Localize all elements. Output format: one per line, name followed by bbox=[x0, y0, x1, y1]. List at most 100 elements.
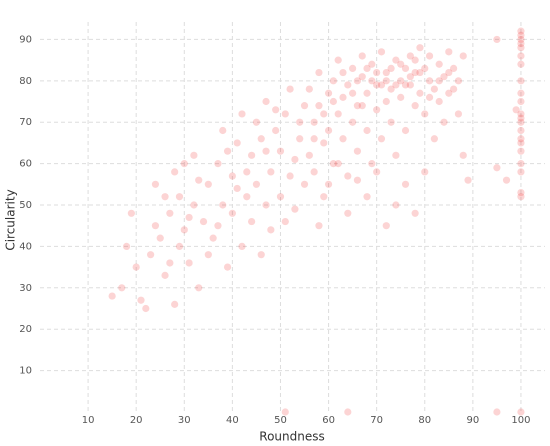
point bbox=[166, 259, 174, 267]
point bbox=[406, 81, 414, 89]
point bbox=[425, 77, 434, 85]
point bbox=[401, 81, 410, 89]
point bbox=[190, 201, 198, 209]
point bbox=[305, 85, 313, 93]
point bbox=[397, 77, 405, 85]
x-tick-label: 50 bbox=[274, 415, 287, 426]
point bbox=[257, 135, 265, 143]
point bbox=[243, 168, 251, 176]
point bbox=[387, 64, 395, 72]
point bbox=[180, 226, 188, 234]
point bbox=[459, 151, 467, 159]
point bbox=[214, 160, 222, 168]
point bbox=[286, 85, 294, 93]
y-axis-title: Circularity bbox=[4, 189, 18, 250]
point bbox=[315, 68, 323, 77]
point bbox=[344, 81, 352, 89]
y-tick-label: 10 bbox=[19, 366, 32, 377]
point bbox=[517, 193, 525, 201]
point bbox=[252, 118, 261, 126]
point bbox=[291, 205, 299, 213]
point bbox=[382, 97, 390, 106]
point bbox=[445, 89, 453, 97]
point bbox=[147, 251, 155, 259]
point bbox=[517, 139, 525, 147]
point bbox=[171, 168, 179, 176]
x-tick-label: 100 bbox=[511, 415, 530, 426]
point bbox=[401, 180, 410, 188]
point bbox=[334, 110, 342, 118]
point bbox=[416, 89, 424, 97]
x-tick-label: 60 bbox=[322, 415, 335, 426]
y-tick-label: 40 bbox=[19, 241, 32, 252]
point bbox=[118, 284, 126, 292]
point bbox=[450, 85, 458, 93]
point bbox=[392, 56, 400, 64]
point bbox=[267, 226, 275, 234]
point bbox=[324, 126, 333, 135]
point bbox=[358, 102, 366, 110]
point bbox=[363, 89, 371, 97]
point bbox=[517, 408, 525, 416]
point bbox=[190, 151, 198, 159]
point bbox=[406, 73, 414, 81]
point bbox=[373, 81, 381, 89]
point bbox=[281, 217, 289, 226]
point bbox=[195, 284, 203, 292]
y-tick-label: 50 bbox=[19, 200, 32, 211]
point bbox=[517, 77, 525, 85]
point bbox=[329, 77, 337, 85]
point bbox=[166, 209, 174, 217]
point bbox=[339, 93, 347, 101]
point bbox=[238, 110, 246, 118]
point bbox=[493, 164, 501, 172]
point bbox=[392, 151, 400, 159]
point bbox=[517, 31, 525, 39]
point bbox=[445, 48, 453, 56]
y-tick-label: 70 bbox=[19, 117, 32, 128]
point bbox=[363, 64, 371, 72]
point bbox=[204, 251, 212, 259]
point bbox=[228, 209, 236, 217]
point bbox=[353, 77, 362, 85]
point bbox=[382, 68, 390, 77]
point bbox=[315, 102, 323, 110]
point bbox=[334, 160, 342, 168]
point bbox=[276, 193, 285, 201]
point bbox=[368, 160, 376, 168]
point bbox=[243, 193, 251, 201]
point bbox=[252, 180, 261, 188]
point bbox=[445, 68, 453, 77]
point bbox=[387, 118, 395, 126]
point bbox=[248, 151, 256, 159]
point bbox=[517, 168, 525, 176]
point bbox=[517, 135, 525, 143]
point bbox=[517, 110, 525, 118]
point bbox=[349, 89, 357, 97]
point bbox=[257, 251, 265, 259]
point bbox=[440, 118, 448, 126]
point bbox=[416, 68, 424, 77]
point bbox=[517, 118, 525, 126]
point bbox=[425, 93, 434, 101]
point bbox=[329, 97, 337, 106]
point bbox=[238, 242, 246, 251]
point bbox=[517, 89, 525, 97]
point bbox=[406, 52, 414, 60]
point bbox=[517, 147, 525, 155]
point bbox=[493, 35, 501, 44]
point bbox=[435, 77, 443, 85]
point bbox=[199, 217, 208, 226]
y-tick-label: 20 bbox=[19, 324, 32, 335]
point bbox=[377, 48, 386, 56]
point bbox=[459, 52, 467, 60]
point bbox=[435, 97, 443, 106]
point bbox=[175, 242, 184, 251]
point bbox=[397, 60, 405, 68]
point bbox=[358, 52, 366, 60]
point bbox=[517, 52, 525, 60]
point bbox=[517, 35, 525, 44]
point bbox=[373, 68, 381, 77]
point bbox=[185, 213, 193, 222]
